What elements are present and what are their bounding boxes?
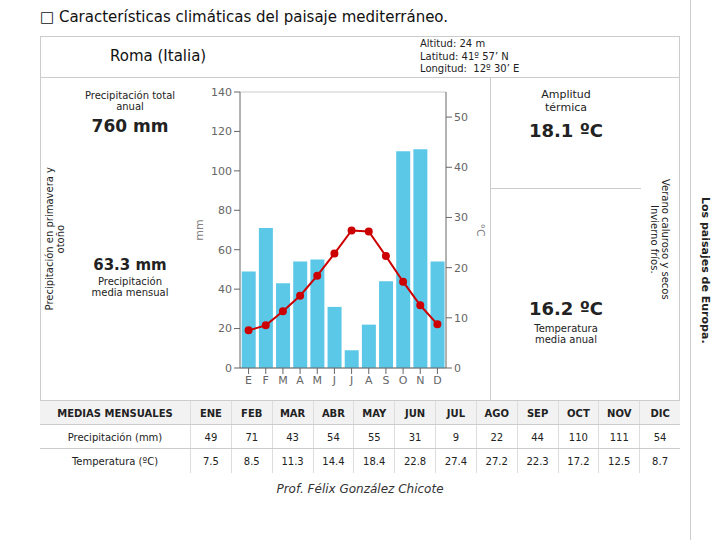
svg-text:100: 100 [211, 165, 232, 178]
svg-text:120: 120 [211, 125, 232, 138]
html-text:760 mm: 760 mm [91, 116, 169, 136]
html-text:Longitud: 12º 30’ E: Longitud: 12º 30’ E [420, 63, 520, 74]
html-text:AGO: AGO [484, 407, 509, 419]
svg-text:A: A [365, 374, 373, 387]
html-text:ENE: ENE [199, 407, 222, 419]
html-text:8.5: 8.5 [243, 455, 260, 467]
svg-text:N: N [416, 374, 424, 387]
html-text:49: 49 [204, 431, 218, 443]
svg-text:0: 0 [225, 362, 232, 375]
html-text:FEB: FEB [241, 407, 263, 419]
html-text:MEDIAS MENSUALES: MEDIAS MENSUALES [57, 407, 173, 419]
html-text:54: 54 [653, 431, 667, 443]
svg-text:M: M [278, 374, 288, 387]
html-text:ABR: ABR [321, 407, 345, 419]
html-text:16.2 ºC: 16.2 ºC [529, 298, 603, 319]
html-text:14.4: 14.4 [322, 455, 345, 467]
html-text:18.1 ºC: 18.1 ºC [529, 120, 603, 141]
html-text:8.7: 8.7 [652, 455, 668, 467]
html-text:55: 55 [367, 431, 381, 443]
svg-text:0: 0 [454, 362, 461, 375]
html-text:111: 111 [609, 431, 629, 443]
svg-text:40: 40 [218, 283, 232, 296]
html-text:JUN: JUN [405, 407, 426, 419]
svg-text:40: 40 [454, 161, 468, 174]
html-text:Temperatura (ºC): Temperatura (ºC) [71, 455, 159, 467]
html-text:17.2: 17.2 [567, 455, 590, 467]
svg-text:80: 80 [218, 204, 232, 217]
html-text:Latitud: 41º 57’ N: Latitud: 41º 57’ N [420, 50, 509, 62]
html-text:MAR: MAR [279, 407, 306, 419]
html-text:Temperatura media anual: Temperatura media anual [534, 323, 598, 345]
svg-text:S: S [382, 374, 389, 387]
html-text:Altitud: 24 m: Altitud: 24 m [420, 38, 486, 49]
svg-text:J: J [349, 374, 353, 387]
html-text:Verano caluroso y secos Invier: Verano caluroso y secos Invierno fríos. [649, 178, 671, 300]
html-text:Precipitación (mm): Precipitación (mm) [67, 431, 163, 443]
html-text:63.3 mm: 63.3 mm [93, 256, 167, 274]
svg-text:20: 20 [454, 262, 468, 275]
svg-text:140: 140 [211, 86, 232, 99]
html-text:27.2: 27.2 [485, 455, 508, 467]
svg-text:30: 30 [454, 211, 468, 224]
svg-text:F: F [263, 374, 269, 387]
html-text:SEP: SEP [526, 407, 549, 419]
svg-text:20: 20 [218, 322, 232, 335]
html-text:Precipitación total anual: Precipitación total anual [84, 90, 176, 112]
svg-text:J: J [332, 374, 336, 387]
html-text:Precipitación en primavera y o: Precipitación en primavera y otoño [44, 167, 66, 311]
svg-text:60: 60 [218, 244, 232, 257]
html-text:JUL: JUL [446, 407, 465, 419]
html-text:Amplitud térmica: Amplitud térmica [541, 88, 591, 114]
svg-text:50: 50 [454, 111, 468, 124]
html-text:22.3: 22.3 [526, 455, 549, 467]
svg-text:°C: °C [474, 223, 487, 237]
html-text:Precipitación media mensual: Precipitación media mensual [91, 276, 169, 298]
html-text:7.5: 7.5 [203, 455, 219, 467]
html-text:110: 110 [568, 431, 588, 443]
html-text:71: 71 [245, 431, 259, 443]
html-text:22: 22 [490, 431, 504, 443]
html-text:OCT: OCT [567, 407, 590, 419]
html-text:11.3: 11.3 [281, 455, 304, 467]
html-text:Prof. Félix González Chicote: Prof. Félix González Chicote [276, 482, 444, 496]
html-text:54: 54 [327, 431, 340, 443]
html-text:MAY: MAY [362, 407, 387, 419]
svg-text:M: M [313, 374, 323, 387]
html-text:12.5: 12.5 [608, 455, 631, 467]
svg-text:A: A [296, 374, 304, 387]
html-text:Roma (Italia): Roma (Italia) [110, 47, 207, 65]
html-text:31: 31 [408, 431, 422, 443]
svg-text:O: O [399, 374, 408, 387]
svg-text:mm: mm [193, 219, 206, 240]
html-text:Los paisajes de Europa.: Los paisajes de Europa. [699, 196, 712, 344]
svg-text:10: 10 [454, 312, 468, 325]
html-text:NOV: NOV [607, 407, 632, 419]
html-text:9: 9 [452, 431, 460, 443]
svg-text:D: D [433, 374, 441, 387]
html-text:18.4: 18.4 [363, 455, 386, 467]
html-text:27.4: 27.4 [444, 455, 467, 467]
html-text:□ Características climáticas d: □ Características climáticas del paisaje… [40, 8, 449, 26]
html-text:44: 44 [531, 431, 544, 443]
html-text:43: 43 [286, 431, 299, 443]
svg-text:E: E [245, 374, 252, 387]
html-text:DIC: DIC [650, 407, 670, 419]
html-text:22.8: 22.8 [403, 455, 427, 467]
